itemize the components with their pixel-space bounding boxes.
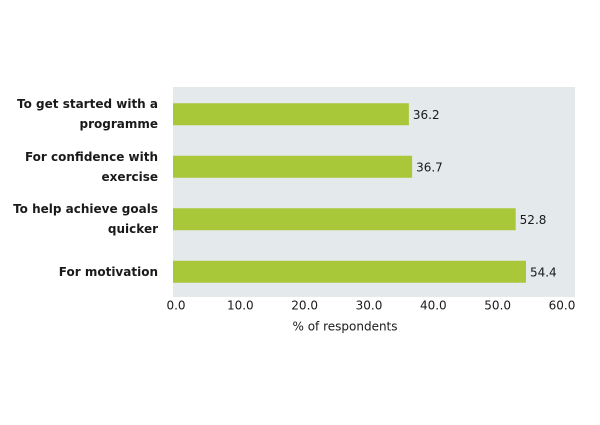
x-tick-label: 0.0 [166, 299, 185, 313]
x-tick-label: 30.0 [356, 299, 383, 313]
bar [173, 260, 526, 283]
bar [173, 103, 409, 126]
bar [173, 208, 516, 231]
value-label: 36.7 [416, 160, 443, 174]
x-tick-label: 10.0 [227, 299, 254, 313]
x-axis-label: % of respondents [292, 320, 397, 334]
x-tick-label: 50.0 [484, 299, 511, 313]
x-tick-label: 20.0 [291, 299, 318, 313]
value-label: 54.4 [530, 265, 557, 279]
category-label: To help achieve goals quicker [13, 202, 158, 237]
category-label: For motivation [58, 264, 158, 279]
value-label: 36.2 [413, 108, 440, 122]
bar [173, 155, 413, 178]
x-tick-label: 60.0 [549, 299, 576, 313]
value-label: 52.8 [520, 213, 547, 227]
category-label: For confidence with exercise [24, 149, 158, 184]
category-label: To get started with a programme [17, 97, 158, 132]
x-tick-label: 40.0 [420, 299, 447, 313]
